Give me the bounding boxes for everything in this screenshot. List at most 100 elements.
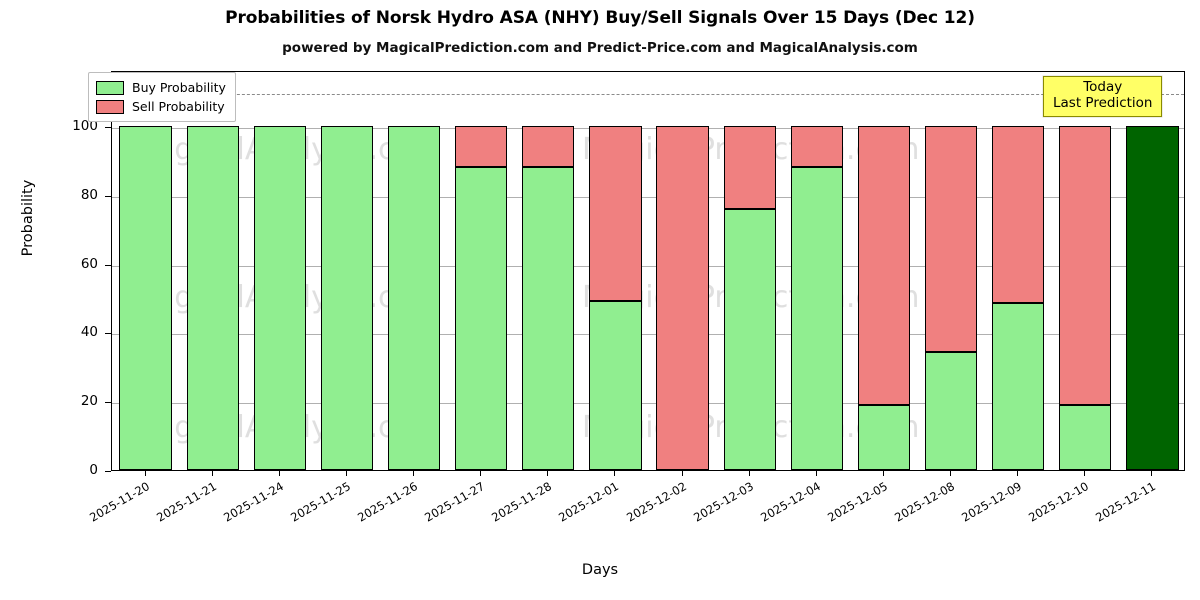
bar-segment-today[interactable] — [1126, 126, 1179, 470]
bar-segment-sell[interactable] — [522, 126, 575, 168]
x-tick-label: 2025-11-24 — [220, 479, 286, 525]
bar-segment-sell[interactable] — [857, 126, 911, 405]
bar-segment-buy[interactable] — [119, 126, 172, 470]
legend-swatch-buy-icon — [96, 80, 124, 95]
bar-group[interactable] — [119, 72, 172, 470]
y-tick-mark — [105, 402, 111, 404]
bars-layer — [112, 72, 1184, 470]
bar-group[interactable] — [522, 72, 575, 470]
bar-segment-sell[interactable] — [924, 126, 978, 353]
y-tick-mark — [105, 127, 111, 128]
today-annotation-line2: Last Prediction — [1053, 94, 1153, 111]
bar-segment-sell[interactable] — [790, 126, 843, 168]
bar-group[interactable] — [186, 72, 239, 470]
today-annotation-line1: Today — [1083, 79, 1123, 95]
bar-segment-buy[interactable] — [790, 167, 843, 470]
bar-segment-buy[interactable] — [522, 167, 575, 470]
x-tick-mark — [480, 471, 482, 476]
bar-group[interactable] — [857, 72, 911, 470]
x-tick-mark — [614, 471, 616, 476]
bar-segment-buy[interactable] — [186, 126, 239, 470]
y-tick-label: 80 — [80, 186, 98, 203]
bar-group[interactable] — [656, 72, 709, 470]
gridline-y-20 — [112, 403, 1184, 405]
x-tick-mark — [278, 471, 280, 476]
x-tick-mark — [681, 471, 683, 476]
bar-segment-buy[interactable] — [387, 126, 441, 470]
bar-group[interactable] — [992, 72, 1045, 470]
bar-segment-buy[interactable] — [320, 126, 374, 470]
x-tick-mark — [1017, 471, 1019, 476]
gridline-y-40 — [112, 334, 1184, 336]
y-tick-mark — [105, 195, 111, 197]
bar-group[interactable] — [790, 72, 843, 470]
bar-segment-buy[interactable] — [589, 301, 642, 470]
bar-group[interactable] — [723, 72, 776, 470]
y-axis-label: Probability — [20, 179, 36, 257]
bar-group[interactable] — [924, 72, 978, 470]
y-tick-mark — [105, 333, 111, 335]
x-tick-mark — [144, 471, 146, 476]
plot-area: MagicalAnalysis.comMagicalPrediction.com… — [111, 71, 1185, 471]
legend-item-buy[interactable]: Buy Probability — [96, 78, 226, 97]
x-axis-label: Days — [581, 562, 619, 578]
bar-segment-buy[interactable] — [857, 404, 911, 470]
x-tick-mark — [413, 471, 415, 476]
x-tick-label: 2025-12-10 — [1026, 479, 1092, 525]
chart-legend: Buy Probability Sell Probability — [88, 72, 236, 122]
bar-segment-sell[interactable] — [589, 126, 642, 302]
chart-subtitle: powered by MagicalPrediction.com and Pre… — [282, 40, 918, 56]
bar-segment-buy[interactable] — [455, 167, 508, 470]
bar-group[interactable] — [387, 72, 441, 470]
x-tick-label: 2025-12-05 — [825, 479, 890, 525]
bar-segment-sell[interactable] — [656, 126, 709, 470]
y-tick-mark — [105, 471, 111, 472]
gridline-y-60 — [112, 265, 1184, 267]
x-tick-label: 2025-11-27 — [422, 479, 488, 525]
bar-segment-buy[interactable] — [924, 352, 978, 470]
x-tick-label: 2025-12-01 — [556, 479, 622, 525]
chart-title: Probabilities of Norsk Hydro ASA (NHY) B… — [225, 8, 975, 28]
x-tick-mark — [815, 471, 817, 476]
x-tick-label: 2025-11-21 — [153, 479, 219, 525]
x-tick-label: 2025-11-28 — [489, 479, 555, 525]
bar-segment-buy[interactable] — [1059, 404, 1112, 470]
bar-segment-sell[interactable] — [455, 126, 508, 168]
y-tick-label: 40 — [80, 324, 98, 341]
bar-segment-buy[interactable] — [723, 208, 776, 470]
bar-group[interactable] — [1059, 72, 1112, 470]
x-tick-label: 2025-11-26 — [355, 479, 421, 525]
x-tick-mark — [345, 471, 347, 476]
x-tick-label: 2025-12-09 — [959, 479, 1025, 525]
legend-item-sell[interactable]: Sell Probability — [96, 97, 226, 116]
y-tick-label: 100 — [72, 118, 98, 134]
y-tick-label: 20 — [80, 393, 98, 410]
x-tick-mark — [950, 471, 952, 476]
bar-segment-sell[interactable] — [1059, 126, 1112, 405]
x-tick-mark — [547, 471, 549, 476]
legend-label-sell: Sell Probability — [132, 99, 225, 114]
bar-segment-buy[interactable] — [253, 126, 306, 470]
y-tick-label: 60 — [80, 255, 98, 272]
bar-group[interactable] — [455, 72, 508, 470]
legend-label-buy: Buy Probability — [132, 80, 226, 95]
bar-group[interactable] — [253, 72, 306, 470]
x-tick-label: 2025-12-04 — [757, 479, 823, 525]
x-tick-label: 2025-12-03 — [690, 479, 756, 525]
bar-group[interactable] — [1126, 72, 1179, 470]
x-tick-label: 2025-12-02 — [623, 479, 689, 525]
bar-segment-sell[interactable] — [723, 126, 776, 209]
y-tick-label: 0 — [89, 462, 98, 478]
bar-segment-sell[interactable] — [992, 126, 1045, 304]
bar-group[interactable] — [320, 72, 374, 470]
x-tick-label: 2025-11-25 — [288, 479, 353, 525]
bar-group[interactable] — [589, 72, 642, 470]
x-tick-mark — [1084, 471, 1086, 476]
x-tick-mark — [211, 471, 213, 476]
today-annotation: Today Last Prediction — [1043, 76, 1163, 118]
gridline-y-100 — [112, 128, 1184, 129]
legend-swatch-sell-icon — [96, 99, 124, 114]
bar-segment-buy[interactable] — [992, 303, 1045, 470]
dashed-reference-line — [112, 93, 1184, 95]
